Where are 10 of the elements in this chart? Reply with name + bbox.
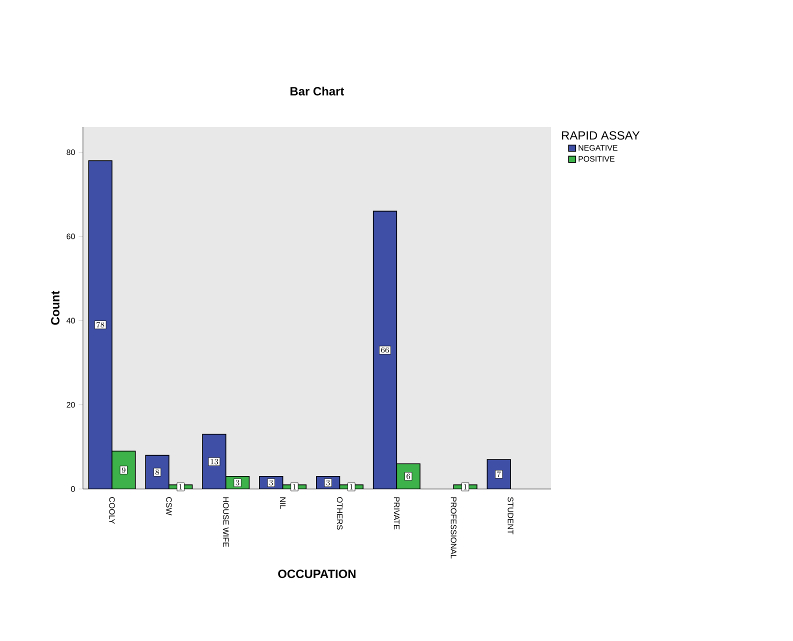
bar	[202, 434, 226, 489]
bar	[486, 459, 511, 489]
bar	[112, 450, 136, 489]
bar	[372, 210, 398, 489]
legend-title: RAPID ASSAY	[562, 131, 640, 140]
chart-title: Bar Chart	[290, 86, 344, 96]
y-axis-title: Count	[51, 290, 60, 325]
bar	[145, 454, 170, 489]
x-axis-title: OCCUPATION	[278, 570, 356, 578]
bar	[88, 160, 112, 489]
